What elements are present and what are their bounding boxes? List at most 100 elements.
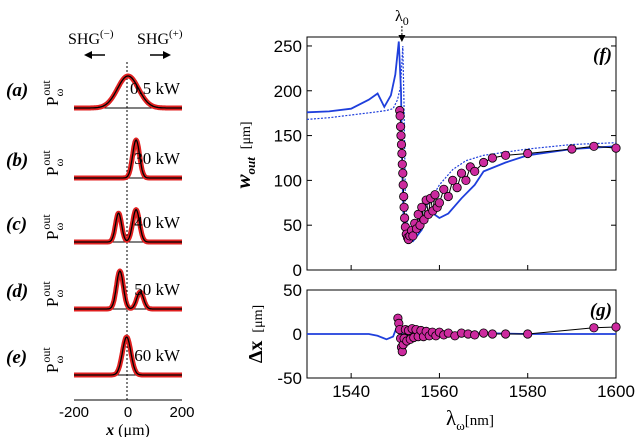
panel-g-xticks: 1540 1560 1580 1600	[332, 265, 635, 401]
x-tick-label: 1600	[597, 382, 635, 401]
y-tick-label: 200	[274, 82, 302, 101]
data-point	[395, 122, 406, 132]
panel-tag: (a)	[6, 80, 28, 101]
y-tick-label: 150	[274, 127, 302, 146]
svg-text:Δx[μm]: Δx[μm]	[245, 305, 267, 363]
shg-minus-label: SHG(−)	[68, 28, 114, 48]
left-panel: (a) 0.5 kW Pωout	[6, 73, 184, 111]
simulated-profile-curve	[74, 270, 182, 310]
panel-g-xlabel: λω[nm]	[446, 406, 494, 433]
svg-text:Pωout: Pωout	[39, 214, 66, 240]
data-point	[611, 322, 621, 332]
panel-f-tag: (f)	[593, 45, 612, 66]
left-panel: (d) 50 kW Pωout	[6, 268, 184, 312]
data-point	[478, 157, 489, 168]
data-point	[397, 148, 407, 159]
lambda0-arrowhead	[398, 35, 406, 42]
data-point	[413, 209, 423, 219]
y-tick-label: 0	[293, 261, 302, 280]
data-point	[589, 323, 599, 333]
data-point	[500, 150, 511, 160]
x-tick-label: 1580	[509, 382, 547, 401]
panel-f-ylabel: wout[μm]	[231, 121, 258, 188]
data-point	[523, 329, 533, 339]
panel-g-series	[307, 313, 621, 357]
data-point	[487, 329, 497, 339]
left-panel-ylabel: Pωout	[39, 347, 66, 373]
svg-text:Pωout: Pωout	[39, 347, 66, 373]
power-label: 50 kW	[134, 280, 181, 299]
left-panel: (e) 60 kW Pωout	[6, 334, 184, 378]
simulated-profile-curve	[74, 75, 182, 109]
y-tick-label: 0	[293, 325, 302, 344]
data-point	[396, 139, 407, 150]
data-point	[500, 329, 511, 339]
solid-series-line	[306, 41, 617, 243]
left-panel-ylabel: Pωout	[39, 214, 66, 240]
data-point	[523, 148, 533, 159]
data-point	[396, 131, 406, 141]
panel-g: 50 0 -50 1540 1560 1580 1600 (g) Δx[μm] λω[nm…	[245, 265, 635, 433]
left-panel-ylabel: Pωout	[39, 150, 66, 176]
data-point	[452, 183, 462, 193]
data-point	[397, 159, 407, 169]
data-point	[399, 213, 410, 223]
data-point	[399, 191, 409, 202]
right-arrowhead	[163, 51, 171, 59]
measured-series-line	[399, 110, 617, 241]
panel-f-series	[306, 41, 621, 245]
data-point	[611, 143, 621, 153]
svg-text:Pωout: Pωout	[39, 281, 66, 307]
simulated-profile-curve	[74, 336, 182, 376]
dotted-series-line	[306, 45, 617, 236]
left-panel: (b) 30 kW Pωout	[6, 137, 184, 181]
left-xtick: 0	[124, 404, 132, 421]
power-label: 40 kW	[134, 213, 181, 232]
svg-text:Pωout: Pωout	[39, 150, 66, 176]
panel-tag: (c)	[6, 214, 27, 235]
panel-f-frame	[306, 36, 617, 271]
panel-g-tag: (g)	[590, 300, 612, 321]
panel-g-yticks: 50 0 -50	[277, 281, 616, 388]
x-tick-label: 1540	[332, 382, 370, 401]
power-label: 60 kW	[134, 346, 181, 365]
panel-tag: (e)	[6, 347, 27, 368]
panel-f-yticks: 0 50 100 150 200 250	[274, 37, 616, 280]
data-point	[398, 168, 408, 178]
left-panel-ylabel: Pωout	[39, 281, 66, 307]
data-point	[408, 231, 418, 241]
lambda0-label: λ0	[395, 8, 409, 28]
svg-text:Pωout: Pωout	[39, 80, 66, 106]
data-point	[461, 175, 471, 185]
data-point	[567, 144, 577, 154]
left-annotation: SHG(−) SHG(+)	[68, 28, 183, 59]
panel-f: 0 50 100 150 200 250 (f) λ0 wout[μm]	[231, 8, 621, 280]
data-point	[589, 141, 599, 151]
data-point	[456, 168, 467, 178]
y-tick-label: 50	[283, 281, 302, 300]
data-point	[395, 111, 405, 121]
data-point	[399, 202, 409, 212]
power-label: 30 kW	[134, 149, 181, 168]
left-x-label: x (μm)	[105, 422, 150, 437]
data-point	[448, 175, 458, 185]
y-tick-label: 100	[274, 171, 302, 190]
power-label: 0.5 kW	[130, 79, 181, 98]
y-tick-label: -50	[277, 369, 302, 388]
left-arrowhead	[84, 51, 92, 59]
panel-g-ylabel: Δx[μm]	[245, 305, 267, 363]
left-xtick: 200	[169, 404, 194, 421]
svg-text:wout[μm]: wout[μm]	[231, 121, 258, 188]
simulated-profile-curve	[74, 139, 182, 179]
left-panel: (c) 40 kW Pωout	[6, 207, 184, 245]
shg-plus-label: SHG(+)	[137, 28, 183, 48]
y-tick-label: 250	[274, 37, 302, 56]
data-point	[439, 184, 449, 194]
left-x-axis: -200 0 200 x (μm)	[59, 399, 195, 437]
data-point	[487, 153, 497, 163]
data-point	[478, 328, 489, 338]
x-tick-label: 1560	[421, 382, 459, 401]
panel-tag: (b)	[6, 150, 28, 171]
data-point	[443, 191, 453, 202]
